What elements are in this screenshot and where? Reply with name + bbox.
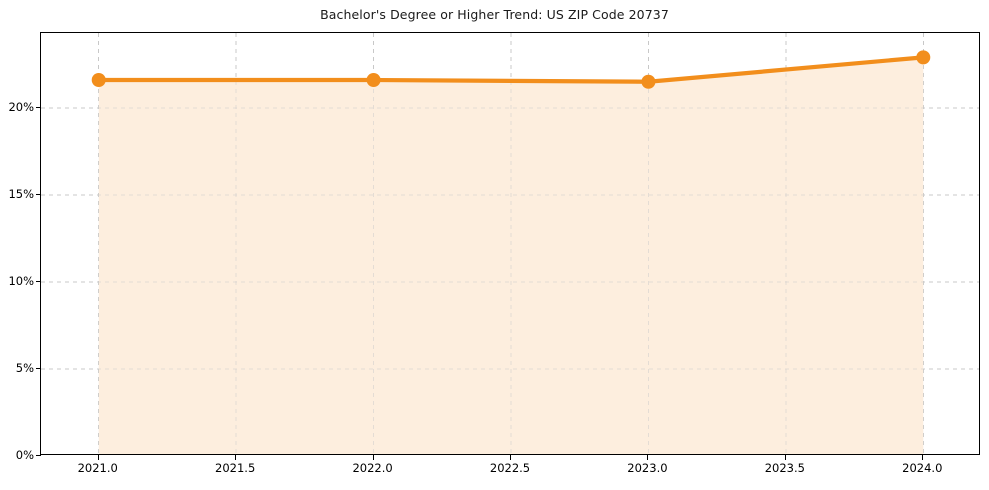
series-area-fill [98,57,924,454]
x-tick-label: 2022.0 [352,461,393,475]
data-point-2024 [916,50,931,65]
data-point-2023 [641,74,656,89]
x-tick-label: 2021.0 [77,461,118,475]
y-axis-tick-labels: 0% 5% 10% 15% 20% [0,0,34,490]
y-tick-label: 10% [8,273,34,288]
x-tick-mark [372,455,374,460]
x-tick-label: 2022.5 [489,461,531,475]
y-tick-mark [36,455,41,456]
x-tick-label: 2023.0 [627,461,668,475]
y-tick-label: 5% [15,360,34,375]
x-tick-mark [784,455,786,460]
y-tick-label: 15% [8,186,34,201]
x-tick-mark [647,455,649,460]
data-point-2022 [366,73,381,87]
x-tick-label: 2021.5 [215,461,256,475]
x-tick-mark [510,455,511,460]
x-tick-mark [97,455,99,460]
series-line [96,55,926,84]
y-tick-label: 20% [8,99,34,114]
vertical-gridlines-overlay [98,33,924,454]
x-tick-label: 2024.0 [902,461,943,475]
plot-area [40,32,980,455]
series-markers [91,50,931,89]
x-tick-mark [235,455,237,460]
data-point-2021 [91,73,106,87]
x-tick-mark [922,455,924,460]
chart-title: Bachelor's Degree or Higher Trend: US ZI… [320,7,669,22]
chart-canvas [41,33,979,454]
y-tick-label: 0% [15,448,34,462]
x-tick-label: 2023.5 [764,461,805,475]
